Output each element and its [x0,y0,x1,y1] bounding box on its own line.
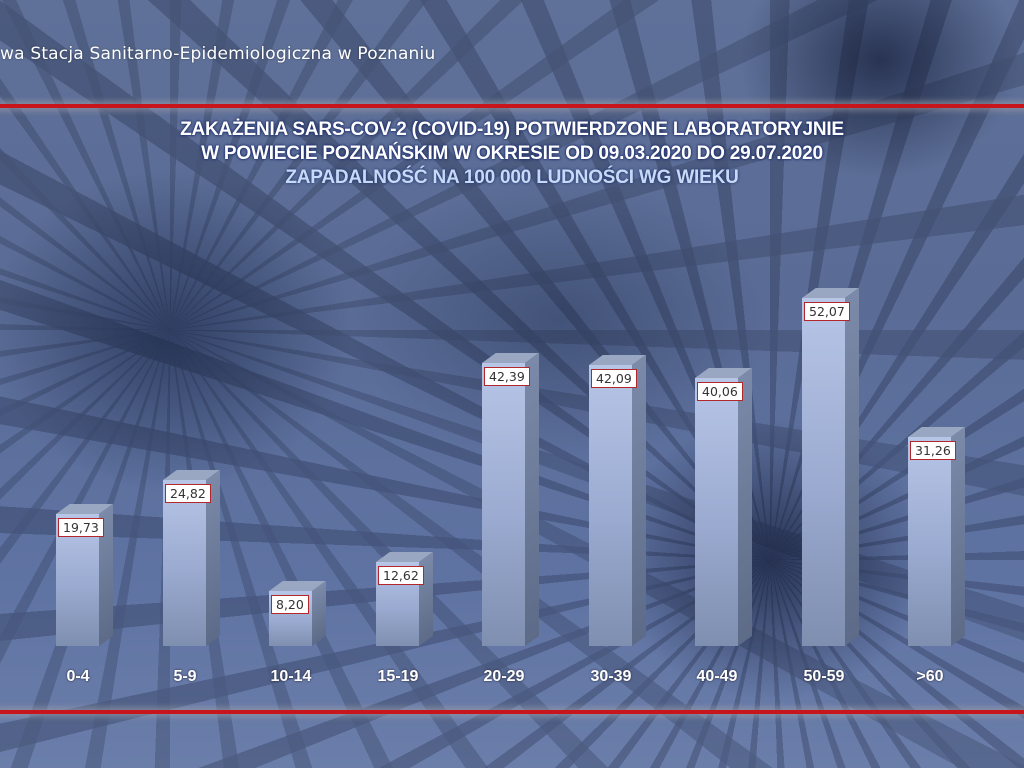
value-label: 40,06 [697,382,743,402]
bar-5-9 [163,470,220,646]
value-label: 8,20 [271,595,309,615]
value-label: 12,62 [378,565,424,585]
category-label: >60 [916,668,944,685]
bar-front [695,378,738,646]
bar-side [845,288,859,646]
value-label: 42,39 [484,366,530,386]
category-label: 40-49 [696,668,738,685]
bar-30-39 [589,354,646,646]
bar->60 [908,427,965,646]
category-label: 10-14 [270,668,312,685]
category-label: 0-4 [66,668,90,685]
bar-front [482,362,525,646]
bar-50-59 [802,288,859,646]
chart-title: ZAKAŻENIA SARS-COV-2 (COVID-19) POTWIERD… [0,118,1024,190]
bar-side [632,354,646,646]
bar-side [738,368,752,646]
chart-subtitle: ZAPADALNOŚĆ NA 100 000 LUDNOŚCI WG WIEKU [285,167,739,188]
value-label: 19,73 [58,518,104,538]
bar-40-49 [695,368,752,646]
category-label: 30-39 [590,668,632,685]
value-label: 31,26 [910,441,956,461]
top-divider [0,104,1024,108]
organization-name: wa Stacja Sanitarno-Epidemiologiczna w P… [0,44,436,64]
value-label: 24,82 [165,484,211,504]
category-label: 50-59 [803,668,845,685]
bar-front [589,364,632,646]
bottom-divider [0,710,1024,714]
category-label: 20-29 [483,668,525,685]
bar-front [802,298,845,646]
bar-front [163,480,206,646]
bar-side [525,352,539,646]
bar-side [312,581,326,646]
bar-front [908,437,951,646]
bar-20-29 [482,352,539,646]
category-label: 15-19 [377,668,419,685]
category-label: 5-9 [173,668,197,685]
value-label: 42,09 [591,368,637,388]
title-line-1: ZAKAŻENIA SARS-COV-2 (COVID-19) POTWIERD… [180,119,844,140]
value-label: 52,07 [804,302,850,322]
title-line-2: W POWIECIE POZNAŃSKIM W OKRESIE OD 09.03… [201,143,823,164]
